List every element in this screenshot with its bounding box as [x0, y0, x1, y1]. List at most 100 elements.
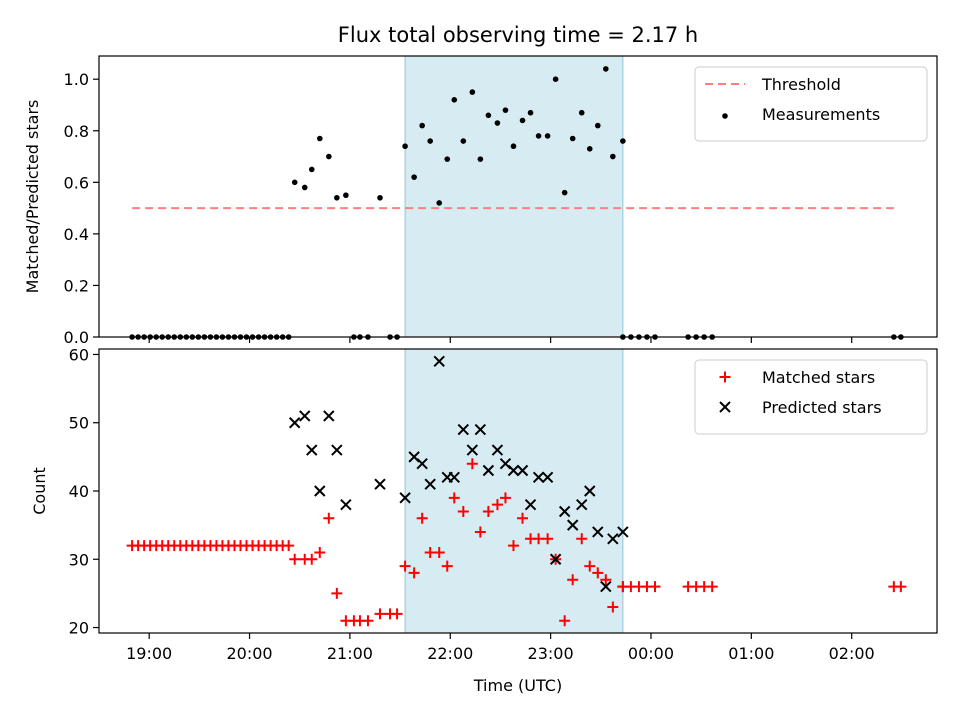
predicted-stars-point: [491, 444, 504, 456]
matched-stars-point: [482, 505, 494, 517]
predicted-stars-point: [306, 444, 318, 456]
legend-box: [694, 359, 928, 435]
y-tick-label: 1.0: [64, 70, 89, 89]
y-tick-label: 0.6: [64, 173, 89, 192]
predicted-stars-point: [288, 417, 301, 429]
measurements-point: [561, 189, 568, 196]
measurements-point: [569, 135, 576, 142]
measurements-point: [519, 117, 526, 124]
matched-stars-point: [441, 560, 453, 572]
matched-stars-point: [706, 581, 718, 593]
legend-measurements-label: Measurements: [762, 105, 880, 124]
y-tick-label: 0.8: [64, 122, 89, 141]
matched-stars-point: [314, 546, 326, 558]
chart-title: Flux total observing time = 2.17 h: [338, 23, 698, 47]
predicted-stars-point: [584, 485, 596, 497]
x-tick-label: 21:00: [327, 644, 373, 663]
x-tick-label: 01:00: [728, 644, 774, 663]
predicted-stars-point: [617, 526, 629, 538]
measurements-point: [535, 133, 542, 139]
y-tick-label: 60: [69, 345, 89, 364]
x-tick-label: 02:00: [829, 644, 875, 663]
measurements-point: [502, 107, 509, 113]
y-axis-label: Count: [30, 467, 49, 515]
matched-stars-point: [457, 505, 469, 517]
legend-predicted-stars-marker: [719, 401, 731, 413]
measurements-point: [377, 194, 383, 201]
measurements-point: [444, 156, 451, 162]
matched-stars-point: [491, 499, 503, 511]
y-tick-label: 0.4: [64, 225, 89, 244]
measurements-point: [610, 153, 616, 160]
measurements-point: [411, 174, 417, 180]
x-tick-label: 22:00: [427, 644, 473, 663]
measurements-point: [334, 194, 340, 201]
predicted-stars-point: [424, 478, 436, 490]
observing-window-span: [404, 55, 624, 338]
matched-stars-point: [433, 546, 445, 558]
predicted-stars-point: [399, 492, 411, 504]
matched-stars-point: [517, 512, 529, 524]
measurements-point: [485, 112, 492, 119]
measurements-point: [620, 138, 626, 144]
matched-stars-point: [408, 567, 420, 579]
measurements-point: [510, 143, 517, 150]
measurements-point: [460, 138, 467, 144]
y-tick-label: 40: [69, 482, 89, 501]
matched-stars-point: [649, 581, 661, 593]
matched-stars-point: [592, 567, 604, 579]
y-tick-label: 0.0: [64, 328, 89, 347]
predicted-stars-point: [331, 444, 343, 456]
x-tick-label: 23:00: [528, 644, 574, 663]
measurements-point: [477, 156, 484, 162]
legend-box: [694, 66, 928, 142]
matched-stars-point: [289, 553, 301, 565]
matched-stars-point: [600, 574, 612, 586]
measurements-point: [291, 179, 298, 186]
predicted-stars-point: [592, 526, 604, 538]
predicted-stars-point: [299, 410, 311, 422]
predicted-stars-point: [474, 423, 487, 436]
matched-stars-point: [466, 458, 478, 470]
matched-stars-point: [542, 533, 554, 545]
predicted-stars-point: [314, 485, 326, 497]
matched-stars-point: [306, 553, 318, 565]
matched-stars-point: [895, 581, 907, 593]
predicted-stars-point: [558, 505, 571, 518]
y-axis-label: Matched/Predicted stars: [23, 100, 42, 294]
predicted-stars-point: [516, 464, 529, 477]
measurements-point: [578, 109, 585, 116]
matched-stars-point: [362, 615, 374, 627]
matched-stars-point: [559, 615, 571, 627]
bottom-panel: 20 30 40 50 60 19:00 20:00 21:00 22:00 23:00 00:00…: [30, 345, 938, 695]
measurements-point: [419, 122, 425, 129]
matched-stars-point: [399, 560, 411, 572]
matched-stars-point: [607, 601, 619, 613]
measurements-point: [594, 122, 601, 129]
matched-stars-point: [448, 492, 460, 504]
top-panel: 0.0 0.2 0.4 0.6 0.8 1.0 Matched/Predicted star…: [23, 55, 938, 347]
measurements-point: [427, 138, 433, 144]
legend-threshold-label: Threshold: [761, 75, 841, 94]
matched-stars-point: [416, 512, 428, 524]
predicted-stars-point: [466, 444, 479, 456]
x-tick-label: 19:00: [126, 644, 172, 663]
measurements-point: [494, 120, 501, 126]
predicted-stars-point: [566, 519, 579, 531]
measurements-point: [343, 192, 349, 199]
measurements-point: [451, 97, 458, 103]
predicted-stars-point: [374, 478, 386, 490]
predicted-stars-point: [507, 464, 520, 477]
measurements-point: [527, 109, 534, 116]
x-axis-label: Time (UTC): [473, 676, 562, 695]
measurements-point: [552, 76, 559, 83]
matched-stars-point: [567, 574, 579, 586]
matched-stars-point: [331, 587, 343, 599]
legend-predicted-stars-label: Predicted stars: [762, 398, 882, 417]
predicted-stars-point: [457, 423, 470, 436]
y-tick-label: 30: [69, 550, 89, 569]
legend-matched-stars-label: Matched stars: [762, 368, 875, 387]
x-tick-label: 20:00: [226, 644, 272, 663]
matched-stars-point: [576, 533, 588, 545]
